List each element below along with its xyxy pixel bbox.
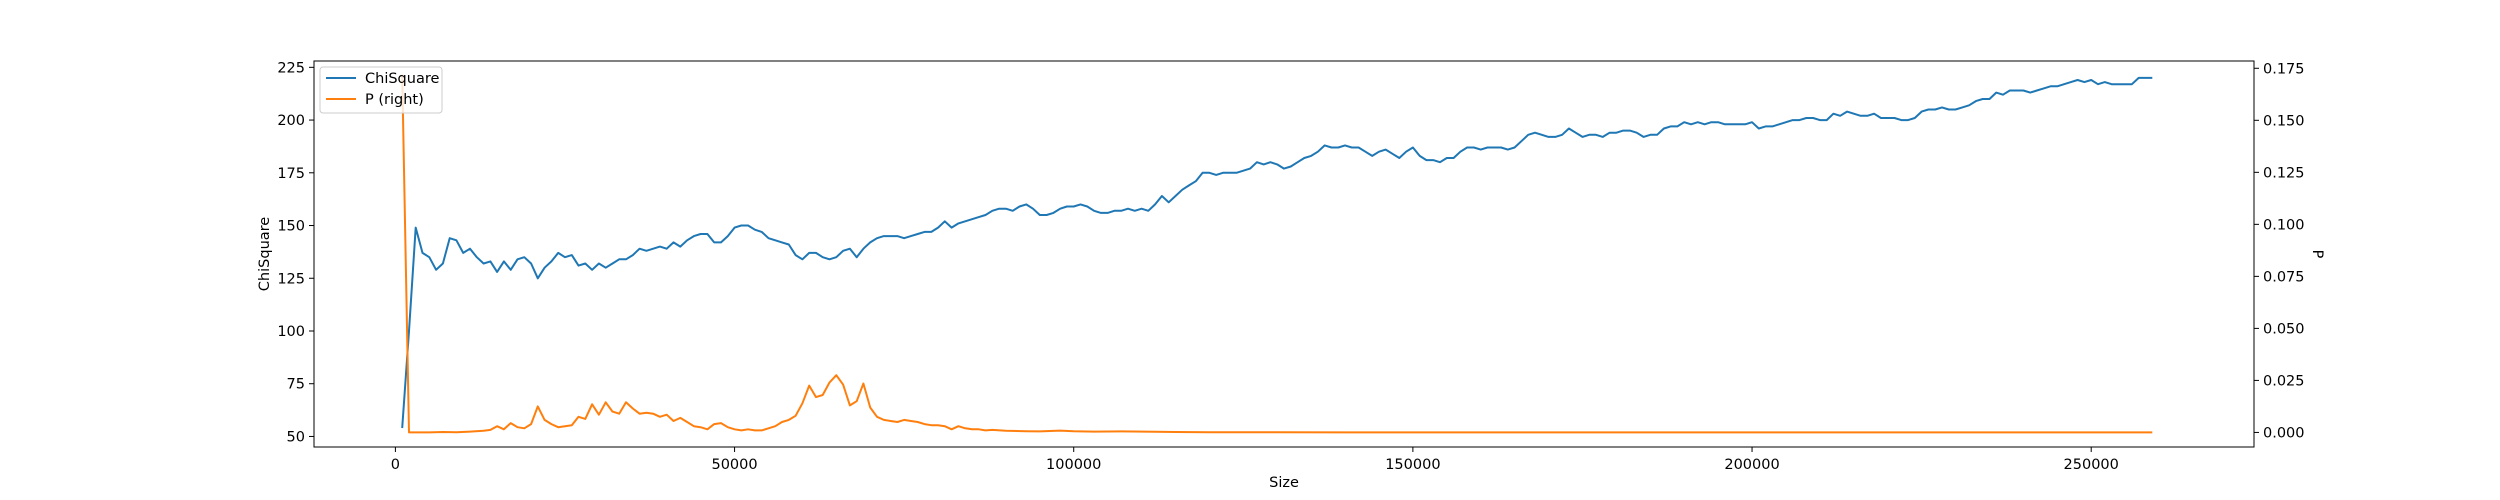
series-line-chisquare	[401, 76, 2153, 429]
y-axis-label-left: ChiSquare	[257, 217, 273, 291]
y-right-tick-label: 0.075	[2263, 269, 2305, 285]
y-left-tick-label: 175	[277, 166, 305, 182]
x-tick-label: 0	[391, 457, 400, 473]
y-right-tick-label: 0.175	[2263, 61, 2305, 77]
x-axis: 0 50000 100000 150000 200000 250000	[391, 447, 2119, 473]
y-left-tick-label: 125	[277, 271, 305, 287]
y-axis-left: 50 75 100 125 150 175 200 225	[277, 60, 314, 445]
plot-area	[313, 60, 2255, 448]
x-axis-label: Size	[1269, 475, 1299, 491]
x-tick-label: 150000	[1385, 457, 1440, 473]
y-right-tick-label: 0.125	[2263, 165, 2305, 181]
y-left-tick-label: 50	[287, 429, 305, 445]
y-right-tick-label: 0.050	[2263, 321, 2305, 337]
x-tick-label: 100000	[1046, 457, 1101, 473]
y-left-tick-label: 75	[287, 377, 305, 393]
y-right-tick-label: 0.025	[2263, 373, 2305, 389]
x-tick-label: 50000	[711, 457, 757, 473]
series-layer	[401, 74, 2153, 434]
y-left-tick-label: 150	[277, 219, 305, 235]
x-tick-label: 200000	[1724, 457, 1779, 473]
y-right-tick-label: 0.150	[2263, 113, 2305, 129]
y-right-tick-label: 0.100	[2263, 217, 2305, 233]
y-right-tick-label: 0.000	[2263, 425, 2305, 441]
y-left-tick-label: 225	[277, 60, 305, 76]
plot-frame	[313, 60, 2255, 448]
legend: ChiSquare P (right)	[319, 66, 443, 114]
y-left-tick-label: 200	[277, 113, 305, 129]
series-line-p	[401, 74, 2153, 434]
x-tick-label: 250000	[2064, 457, 2119, 473]
y-axis-label-right: P	[2309, 250, 2325, 259]
legend-label-p: P (right)	[365, 92, 424, 108]
y-axis-right: 0.000 0.025 0.050 0.075 0.100 0.125 0.150 0.175	[2254, 61, 2305, 441]
legend-label-chisquare: ChiSquare	[365, 71, 439, 87]
y-left-tick-label: 100	[277, 324, 305, 340]
